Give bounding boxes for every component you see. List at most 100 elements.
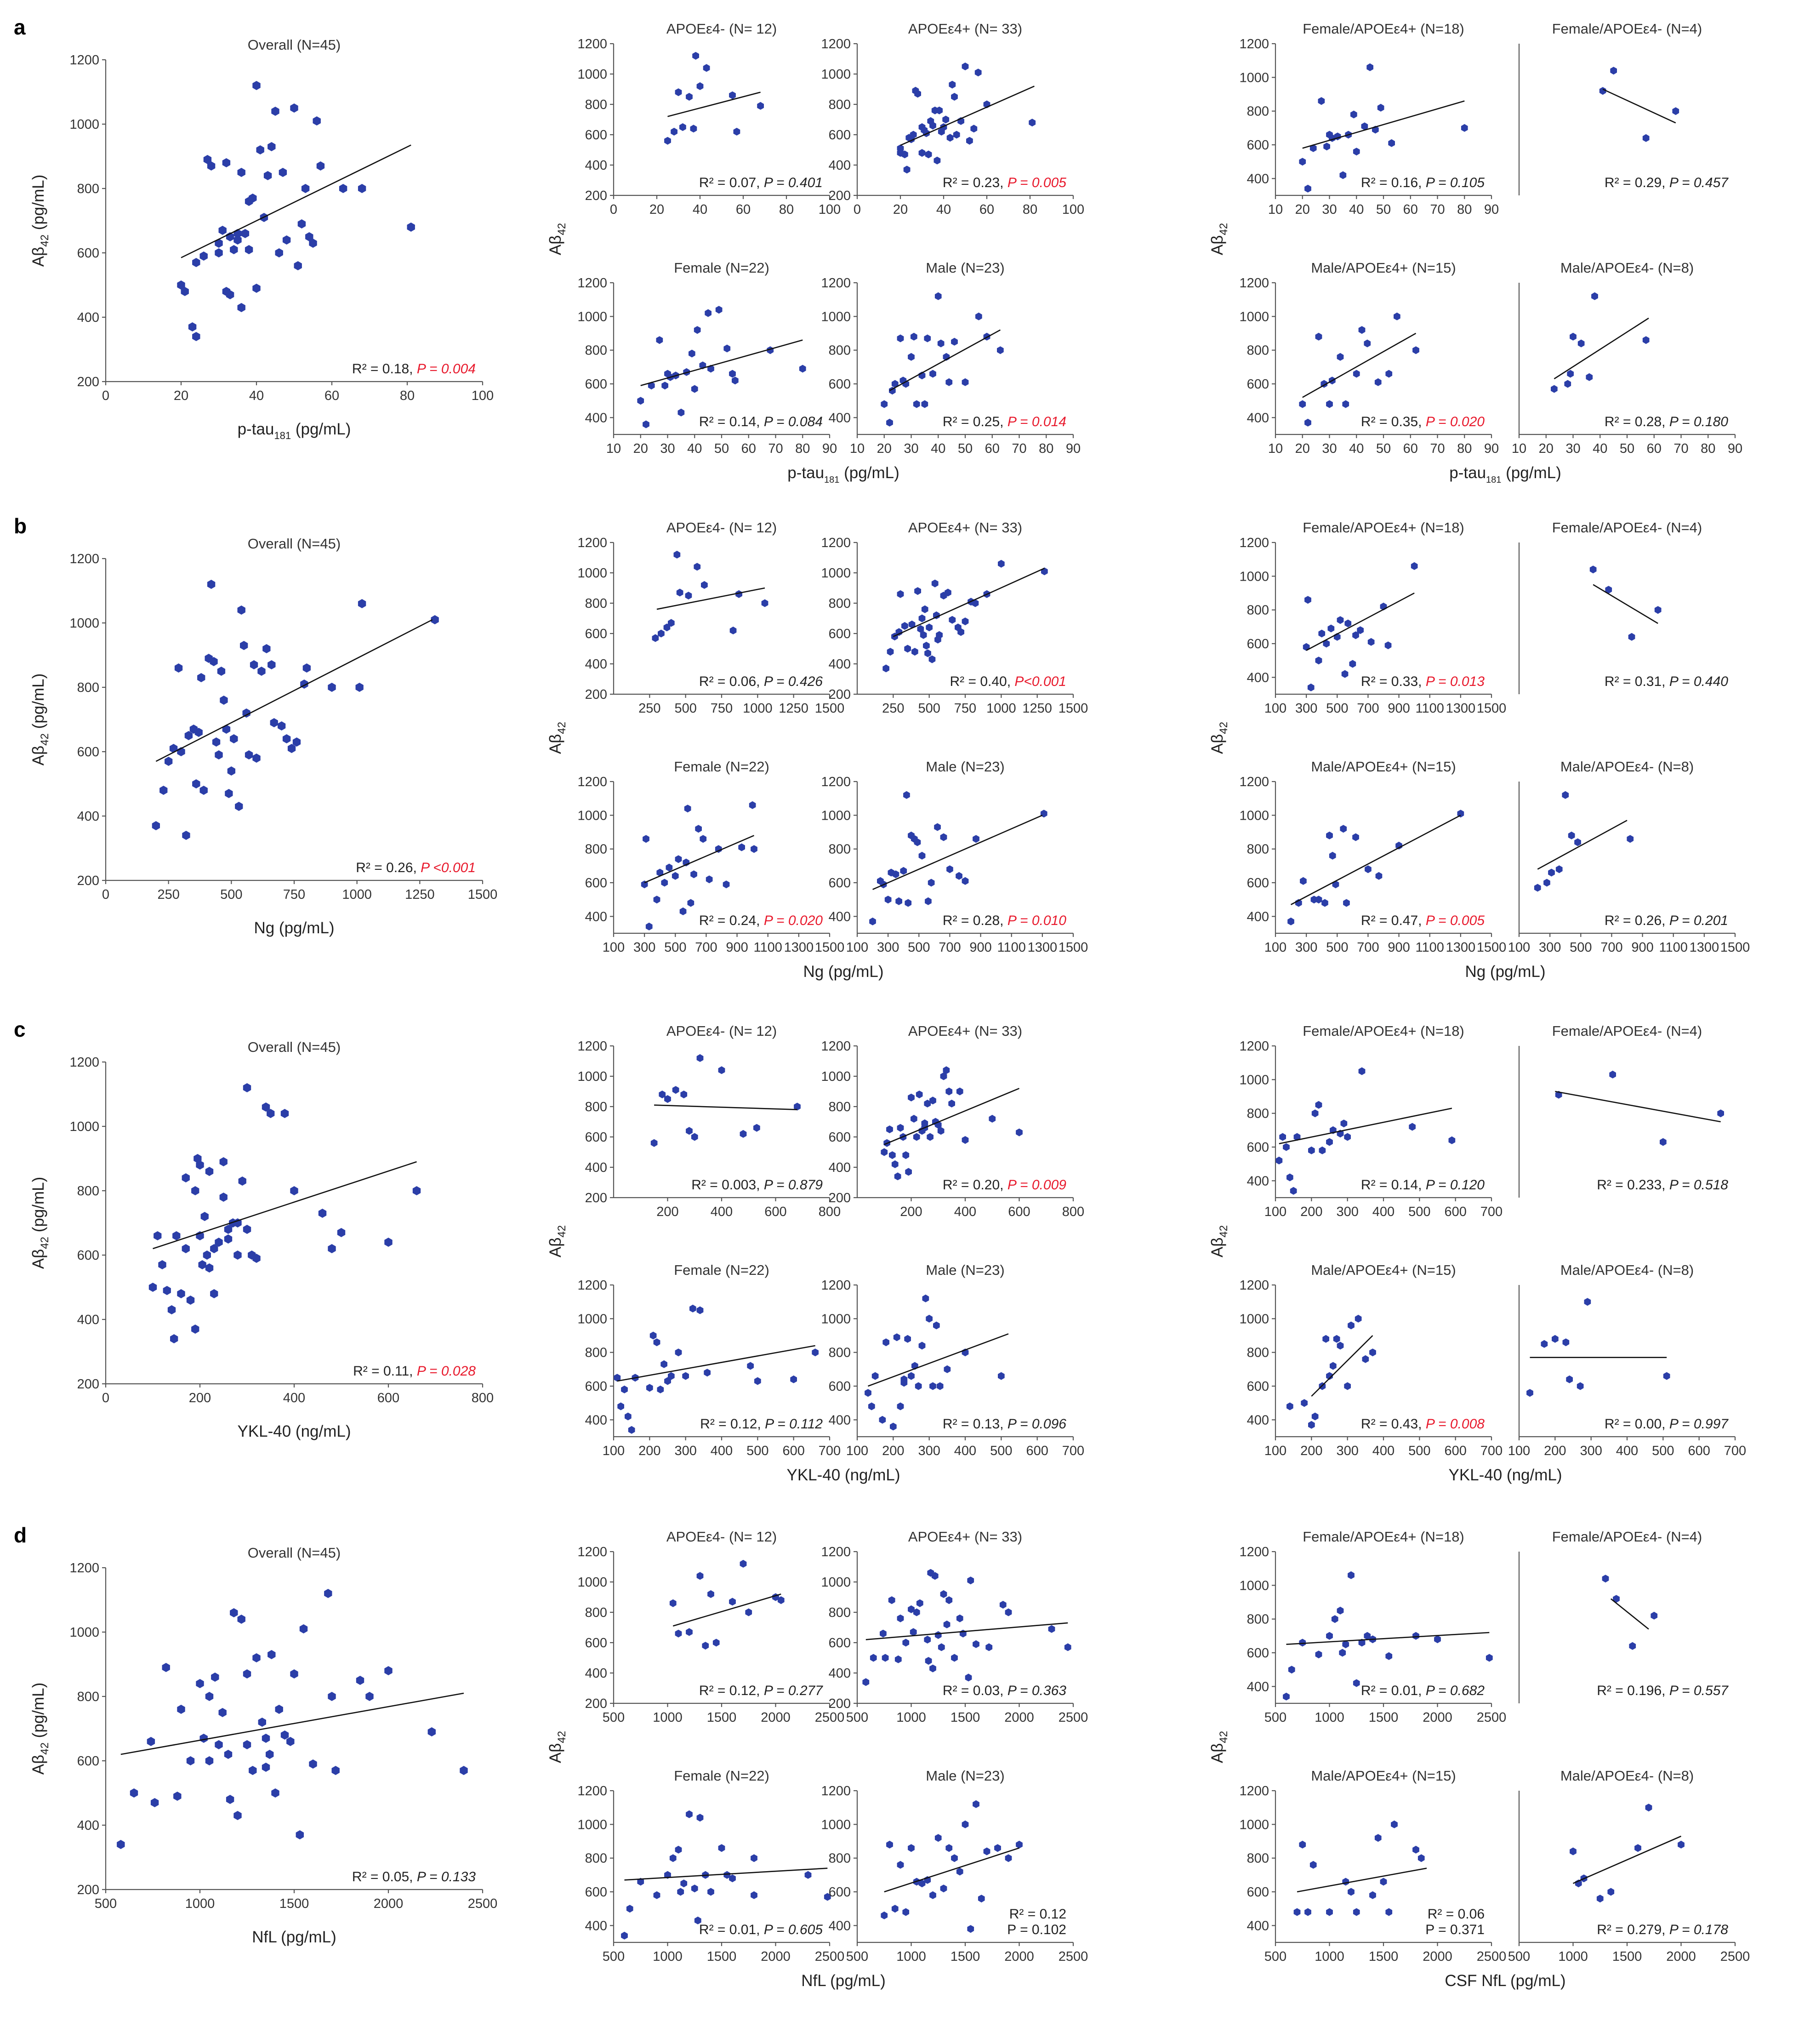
x-tick-label: 20: [1539, 441, 1554, 456]
y-tick-label: 400: [1247, 1174, 1269, 1188]
data-point: [729, 626, 737, 634]
data-point: [182, 1173, 190, 1182]
data-point: [1337, 353, 1344, 361]
y-tick-label: 800: [829, 1100, 851, 1114]
data-point: [918, 1342, 926, 1350]
data-point: [617, 1402, 624, 1410]
data-point: [196, 1679, 204, 1688]
x-tick-label: 900: [726, 940, 748, 955]
y-axis-label: Aβ42: [1208, 223, 1230, 255]
data-point: [894, 1172, 901, 1181]
panel-title: Male (N=23): [926, 1768, 1004, 1784]
y-tick-label: 800: [829, 343, 851, 358]
r-squared-text: R² = 0.33,: [1361, 674, 1426, 689]
data-point: [1342, 1640, 1349, 1649]
r-squared-text: R² = 0.196,: [1597, 1683, 1669, 1698]
r-squared-text: R² = 0.28,: [1605, 414, 1669, 429]
regression-line: [656, 587, 765, 610]
data-point: [316, 161, 325, 171]
data-point: [1333, 1335, 1340, 1343]
x-tick-label: 60: [979, 202, 994, 217]
data-point: [650, 1139, 658, 1147]
data-point: [669, 1854, 677, 1862]
panel-title: Male/APOEε4- (N=8): [1560, 260, 1694, 276]
data-point: [1286, 1173, 1293, 1182]
data-point: [676, 588, 683, 597]
data-point: [685, 592, 692, 599]
x-tick-label: 1100: [997, 940, 1026, 955]
data-point: [1005, 1608, 1012, 1616]
x-tick-label: 100: [603, 1444, 625, 1458]
x-tick-label: 60: [324, 388, 339, 403]
data-point: [916, 1091, 923, 1099]
shared-x-axis-label: Ng (pg/mL): [1465, 963, 1545, 981]
data-point: [1299, 1840, 1306, 1849]
data-point: [929, 1891, 936, 1899]
data-point: [923, 641, 930, 650]
data-point: [696, 1572, 704, 1580]
data-point: [1315, 332, 1322, 341]
r-squared-text: R² = 0.20,: [943, 1177, 1007, 1193]
y-tick-label: 400: [585, 909, 607, 924]
data-point: [207, 161, 216, 171]
data-point: [929, 1096, 936, 1105]
x-tick-label: 60: [741, 441, 756, 456]
stat-label: R² = 0.26, P <0.001: [356, 860, 476, 875]
data-point: [1340, 825, 1347, 833]
data-point: [243, 1669, 251, 1679]
data-point: [1543, 879, 1550, 887]
y-tick-label: 400: [585, 158, 607, 173]
data-point: [1369, 1348, 1376, 1357]
data-point: [649, 1331, 657, 1340]
x-tick-label: 400: [954, 1205, 976, 1219]
data-point: [240, 641, 248, 650]
x-tick-label: 10: [1512, 441, 1526, 456]
data-point: [915, 1382, 922, 1390]
data-point: [1342, 1878, 1349, 1886]
y-tick-label: 400: [77, 310, 99, 325]
scatter-panel: Male/APOEε4- (N=8) 100 300 500 700 900 1100 130…: [1508, 759, 1750, 955]
regression-line: [1593, 584, 1658, 624]
data-point: [908, 1372, 915, 1380]
data-point: [934, 1834, 942, 1842]
x-tick-label: 500: [846, 1710, 868, 1725]
y-tick-label: 200: [829, 188, 851, 203]
data-point: [956, 1867, 963, 1876]
data-point: [903, 166, 911, 174]
data-point: [1048, 1625, 1055, 1633]
data-point: [384, 1238, 393, 1247]
data-point: [956, 872, 962, 880]
x-tick-label: 80: [1039, 441, 1053, 456]
x-tick-label: 100: [1264, 940, 1286, 955]
panel-title: Female/APOEε4- (N=4): [1552, 1023, 1702, 1039]
data-point: [1293, 1908, 1301, 1916]
data-point: [1348, 1571, 1355, 1579]
y-tick-label: 800: [585, 1605, 607, 1620]
y-tick-label: 1200: [821, 1039, 851, 1054]
y-tick-label: 1000: [821, 1069, 851, 1084]
x-tick-label: 70: [1430, 202, 1445, 217]
data-point: [309, 239, 317, 248]
y-tick-label: 1200: [577, 1039, 607, 1054]
data-point: [891, 1905, 899, 1913]
x-tick-label: 20: [893, 202, 908, 217]
x-tick-label: 500: [990, 1444, 1012, 1458]
y-tick-label: 400: [1247, 411, 1269, 425]
data-point: [1308, 1146, 1315, 1154]
y-tick-label: 1200: [821, 37, 851, 51]
data-point: [704, 1369, 711, 1377]
x-tick-label: 750: [711, 701, 733, 716]
x-tick-label: 500: [603, 1710, 625, 1725]
data-point: [664, 1095, 671, 1103]
data-point: [922, 1294, 929, 1302]
data-point: [897, 144, 904, 153]
x-tick-label: 700: [1480, 1205, 1503, 1219]
data-point: [1315, 657, 1322, 665]
data-point: [154, 1231, 162, 1240]
data-point: [1348, 1321, 1355, 1330]
x-tick-label: 1500: [1369, 1710, 1399, 1725]
data-point: [897, 1402, 904, 1410]
data-point: [1339, 1649, 1346, 1657]
data-point: [645, 922, 653, 931]
